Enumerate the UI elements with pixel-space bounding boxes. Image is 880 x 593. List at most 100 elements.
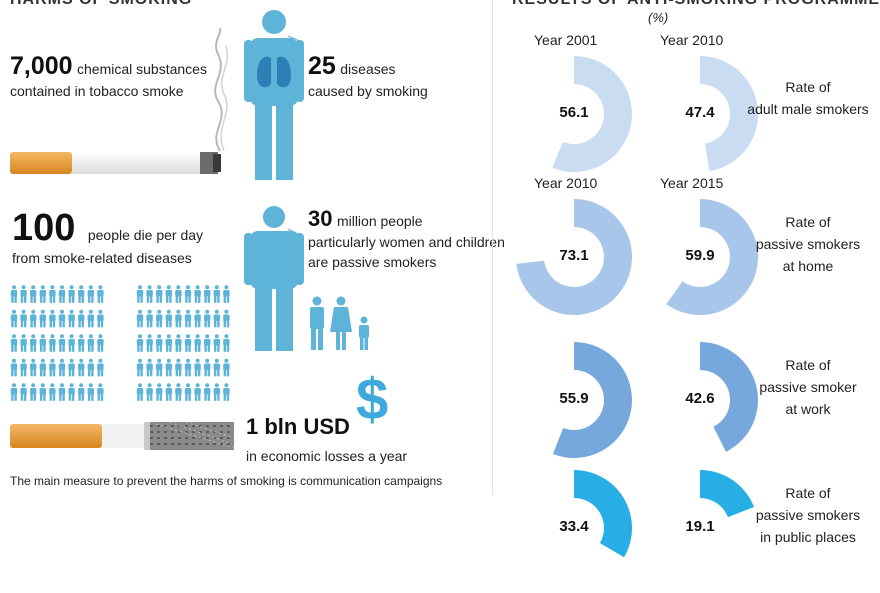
year-label: Year 2010 — [534, 175, 598, 191]
mini-person-icon — [49, 309, 56, 328]
mini-person-icon — [78, 383, 85, 401]
stat-deaths-value: 100 — [12, 207, 76, 249]
mini-person-icon — [213, 358, 220, 377]
unit-label: (%) — [648, 10, 669, 25]
mini-person-icon — [184, 383, 192, 401]
mini-person-icon — [78, 309, 85, 328]
rate-label-line: Rate of — [785, 485, 831, 501]
rate-label: Rate of adult male smokers — [738, 76, 878, 120]
mini-person-icon — [49, 334, 56, 352]
cigarette-icon — [10, 152, 221, 174]
mini-person-icon — [39, 285, 46, 303]
mini-person-icon — [194, 309, 201, 328]
mini-person-icon — [156, 334, 163, 352]
mini-person-icon — [146, 309, 153, 328]
mini-person-icon — [184, 285, 192, 303]
mini-person-icon — [223, 334, 230, 352]
mini-person-icon — [39, 383, 46, 401]
burning-cigarette-icon — [10, 421, 235, 450]
mini-person-icon — [97, 358, 104, 377]
rate-label-line: adult male smokers — [747, 101, 869, 117]
mini-person-icon — [175, 309, 182, 328]
mini-person-icon — [213, 285, 220, 303]
footer-note: The main measure to prevent the harms of… — [10, 474, 443, 488]
mini-person-icon — [39, 334, 46, 352]
mini-person-icon — [165, 334, 172, 352]
stat-passive-value: 30 — [308, 206, 333, 231]
mini-person-icon — [204, 285, 211, 303]
mini-person-icon — [10, 358, 18, 377]
stat-passive-line1: million people — [336, 213, 423, 229]
mini-person-icon — [184, 358, 192, 377]
stat-diseases-value: 25 — [308, 52, 336, 80]
mini-person-icon — [30, 309, 37, 328]
mini-person-icon — [146, 334, 153, 352]
mini-person-icon — [204, 358, 211, 377]
mini-person-icon — [68, 358, 75, 377]
donut-value: 47.4 — [685, 104, 715, 121]
person-lungs-icon — [244, 10, 304, 180]
mini-person-icon — [58, 334, 66, 352]
mini-person-icon — [156, 285, 163, 303]
mini-person-icon — [223, 358, 230, 377]
mini-person-icon — [184, 309, 192, 328]
mini-person-icon — [68, 309, 75, 328]
mini-person-icon — [156, 358, 163, 377]
stat-chemicals-line1: chemical substances — [77, 61, 207, 77]
rate-label: Rate of passive smokers in public places — [738, 482, 878, 548]
donut-chart — [700, 342, 758, 452]
rate-label-line: in public places — [760, 529, 856, 545]
mini-person-icon — [68, 285, 75, 303]
mini-person-icon — [87, 358, 94, 377]
year-label: Year 2015 — [660, 175, 724, 191]
mini-person-icon — [20, 358, 27, 377]
mini-person-icon — [136, 285, 144, 303]
people-grid — [10, 285, 230, 401]
mini-person-icon — [78, 358, 85, 377]
stat-passive-line3: are passive smokers — [308, 254, 437, 270]
donut: 42.6 — [640, 340, 760, 460]
mini-person-icon — [223, 383, 230, 401]
mini-person-icon — [146, 383, 153, 401]
donut-arc — [516, 199, 632, 315]
donut: 73.1 — [514, 197, 634, 317]
mini-person-icon — [10, 334, 18, 352]
rate-label-line: Rate of — [785, 357, 831, 373]
mini-person-icon — [194, 334, 201, 352]
donut-arc — [552, 342, 632, 458]
rate-label: Rate of passive smoker at work — [738, 354, 878, 420]
mini-person-icon — [78, 285, 85, 303]
dollar-icon: $ — [356, 367, 389, 432]
donut-chart — [516, 199, 632, 315]
donut-value: 73.1 — [559, 247, 589, 264]
donut-value: 56.1 — [559, 104, 589, 121]
mini-person-icon — [136, 309, 144, 328]
rate-label-line: Rate of — [785, 79, 831, 95]
stat-losses-value: 1 bln USD — [246, 414, 350, 439]
donut: 33.4 — [514, 468, 634, 588]
stat-deaths-line1: people die per day — [87, 227, 204, 243]
donut-arc — [574, 470, 632, 558]
mini-person-icon — [204, 383, 211, 401]
mini-person-icon — [213, 383, 220, 401]
donut-arc — [700, 56, 758, 172]
mini-person-icon — [87, 309, 94, 328]
mini-person-icon — [30, 285, 37, 303]
mini-person-icon — [194, 383, 201, 401]
mini-person-icon — [175, 383, 182, 401]
mini-person-icon — [10, 383, 18, 401]
stat-chemicals: 7,000 chemical substances contained in t… — [10, 52, 207, 101]
year-label: Year 2010 — [660, 32, 724, 48]
stat-diseases: 25 diseases caused by smoking — [308, 52, 428, 101]
mini-person-icon — [156, 383, 163, 401]
year-label: Year 2001 — [534, 32, 598, 48]
person-icon — [244, 206, 304, 351]
donut: 55.9 — [514, 340, 634, 460]
mini-person-icon — [58, 383, 66, 401]
stat-diseases-line1: diseases — [340, 61, 396, 77]
donut-arc — [552, 56, 632, 172]
rate-label-line: passive smokers — [755, 236, 861, 252]
donut-value: 59.9 — [685, 247, 715, 264]
mini-person-icon — [175, 334, 182, 352]
rate-label: Rate of passive smokers at home — [738, 211, 878, 277]
